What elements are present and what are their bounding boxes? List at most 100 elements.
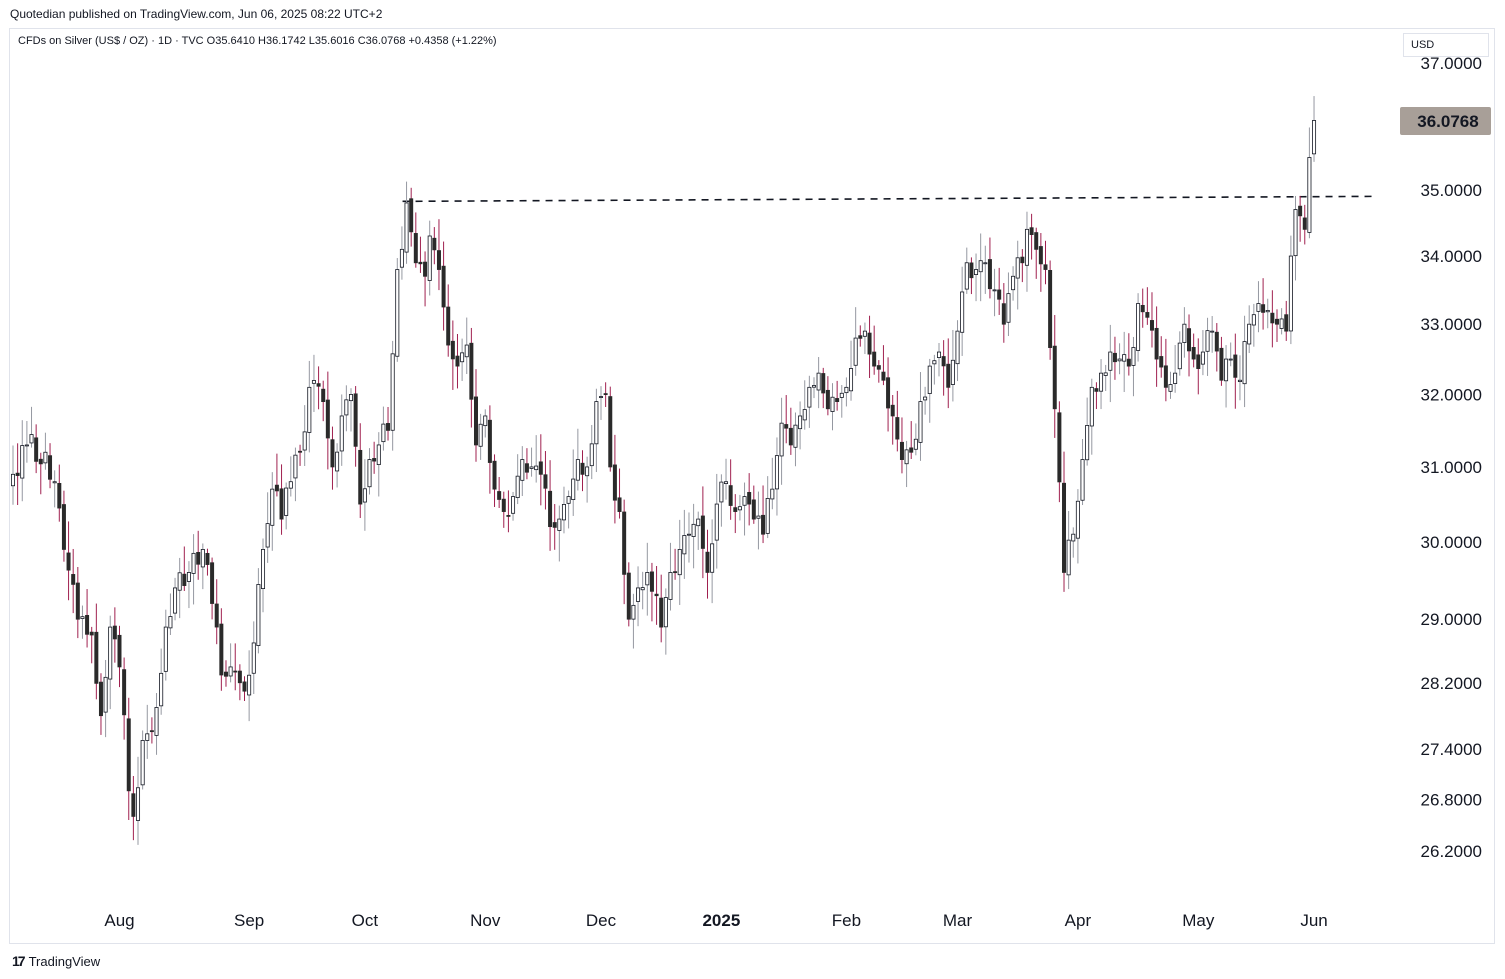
- candle: [1298, 195, 1303, 242]
- last-price-label: 36.0768: [1417, 112, 1478, 131]
- y-tick-label: 32.0000: [1421, 385, 1482, 404]
- candle-body: [57, 483, 62, 509]
- candle: [436, 219, 441, 291]
- candle: [233, 643, 238, 691]
- y-tick-label: 29.0000: [1421, 610, 1482, 629]
- candle-body: [1052, 345, 1057, 410]
- candle-body: [293, 454, 298, 479]
- candle: [112, 607, 117, 663]
- candle: [261, 538, 266, 613]
- candle-body: [395, 269, 400, 357]
- candle-body: [1270, 312, 1275, 324]
- candle: [1131, 336, 1136, 397]
- candle: [978, 233, 983, 302]
- candle: [770, 457, 775, 510]
- candle-body: [455, 355, 460, 367]
- candle: [1145, 287, 1150, 325]
- candle: [987, 237, 992, 299]
- resistance-line[interactable]: [402, 195, 1375, 203]
- candle: [765, 476, 770, 539]
- candle-body: [1112, 352, 1117, 363]
- candle: [1274, 309, 1279, 342]
- candle-body: [1163, 365, 1168, 388]
- candle-body: [821, 373, 826, 394]
- candle-body: [15, 472, 20, 476]
- candle: [446, 284, 451, 357]
- candle-body: [367, 459, 372, 488]
- candle: [631, 593, 636, 649]
- candle: [816, 357, 821, 409]
- candle: [793, 412, 798, 467]
- candle-body: [1168, 384, 1173, 392]
- candle-body: [895, 417, 900, 440]
- candle-body: [1057, 412, 1062, 483]
- candle-body: [149, 730, 154, 733]
- candle: [418, 236, 423, 273]
- candle-body: [899, 441, 904, 460]
- candle: [404, 181, 409, 264]
- candle: [710, 519, 715, 604]
- candle-body: [140, 740, 145, 786]
- candle-body: [256, 584, 261, 646]
- candle-body: [66, 552, 71, 571]
- candle-body: [714, 503, 719, 541]
- candle: [904, 440, 909, 488]
- footer-brand[interactable]: 17 TradingView: [12, 953, 100, 969]
- candle: [478, 413, 483, 460]
- candle: [811, 377, 816, 399]
- candle-body: [1261, 304, 1266, 313]
- candle: [24, 420, 29, 463]
- candle-body: [1191, 347, 1196, 360]
- candle: [1108, 324, 1113, 403]
- candle-body: [353, 393, 358, 447]
- x-tick-label: Sep: [234, 911, 264, 930]
- candle: [608, 386, 613, 472]
- candle-body: [418, 261, 423, 265]
- candle-body: [1145, 312, 1150, 318]
- candle: [700, 486, 705, 579]
- candle: [737, 494, 742, 521]
- candle-body: [1293, 209, 1298, 257]
- candle-body: [311, 380, 316, 384]
- candle: [117, 625, 122, 688]
- candle: [219, 608, 224, 691]
- candle: [580, 450, 585, 492]
- candle: [997, 267, 1002, 315]
- candle: [626, 562, 631, 627]
- candle-body: [71, 574, 76, 585]
- chart-frame[interactable]: [9, 28, 1495, 944]
- currency-selector[interactable]: USD: [1403, 33, 1489, 57]
- candle-body: [409, 198, 414, 233]
- candle-body: [339, 415, 344, 452]
- candle-body: [1214, 331, 1219, 352]
- candle: [969, 257, 974, 295]
- candle: [1052, 315, 1057, 438]
- candle-body: [946, 363, 951, 388]
- candle: [1066, 510, 1071, 590]
- candle-body: [927, 365, 932, 394]
- candle: [538, 434, 543, 506]
- candle-body: [969, 262, 974, 279]
- candle-body: [302, 431, 307, 451]
- candle: [80, 605, 85, 639]
- candle: [61, 490, 66, 562]
- candle: [75, 567, 80, 639]
- y-tick-label: 34.0000: [1421, 247, 1482, 266]
- candle: [108, 615, 113, 710]
- candle-body: [1089, 386, 1094, 427]
- candle-body: [154, 707, 159, 736]
- candle: [603, 382, 608, 407]
- candle: [881, 345, 886, 386]
- candle-body: [960, 291, 965, 333]
- candle-body: [1048, 270, 1053, 348]
- candle: [94, 603, 99, 700]
- candle: [154, 693, 159, 755]
- candle: [839, 385, 844, 418]
- candle: [1233, 333, 1238, 409]
- candle: [339, 394, 344, 466]
- candle-body: [469, 342, 474, 400]
- candle: [649, 562, 654, 622]
- candle: [909, 421, 914, 459]
- candle: [937, 343, 942, 377]
